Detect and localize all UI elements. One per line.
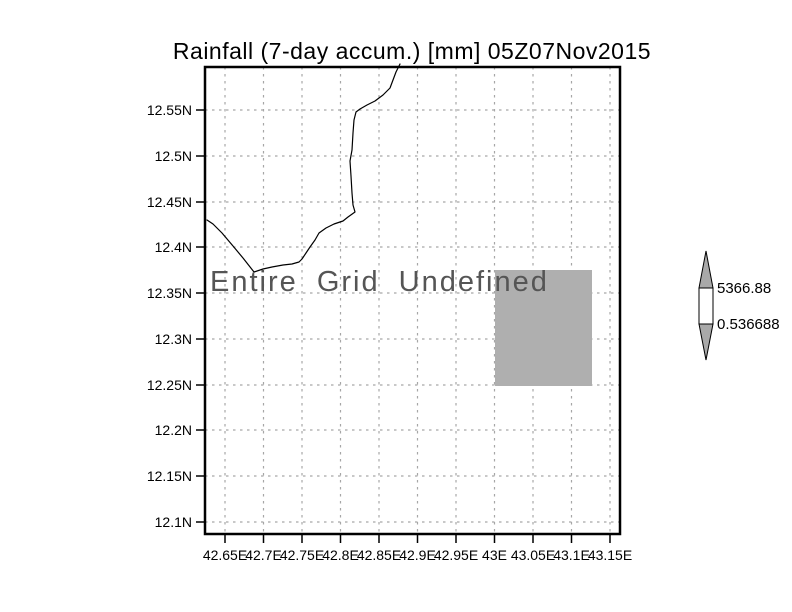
plot-title: Rainfall (7-day accum.) [mm] 05Z07Nov201… [173, 38, 651, 64]
y-axis-ticks [196, 109, 205, 523]
y-tick-label: 12.3N [155, 331, 192, 347]
y-tick-label: 12.25N [147, 377, 192, 393]
x-tick-label: 42.9E [399, 547, 436, 563]
x-tick-label: 42.95E [434, 547, 478, 563]
x-tick-label: 43E [482, 547, 507, 563]
x-axis-ticks [224, 534, 611, 543]
colorbar-max-label: 5366.88 [717, 280, 771, 297]
y-tick-label: 12.2N [155, 422, 192, 438]
colorbar-bottom-arrow [698, 323, 714, 361]
x-tick-label: 42.7E [245, 547, 282, 563]
x-tick-label: 42.65E [203, 547, 247, 563]
x-tick-label: 42.85E [357, 547, 401, 563]
y-tick-label: 12.1N [155, 514, 192, 530]
colorbar: 5366.88 0.536688 [698, 250, 780, 361]
status-text: Entire Grid Undefined [210, 266, 549, 298]
x-tick-label: 42.8E [322, 547, 359, 563]
x-tick-label: 43.05E [511, 547, 555, 563]
colorbar-min-label: 0.536688 [717, 316, 780, 333]
y-tick-label: 12.35N [147, 285, 192, 301]
y-axis-labels: 12.55N 12.5N 12.45N 12.4N 12.35N 12.3N 1… [147, 102, 192, 530]
x-tick-label: 43.1E [553, 547, 590, 563]
y-tick-label: 12.5N [155, 148, 192, 164]
undefined-region-fill [495, 270, 592, 386]
map-frame [203, 65, 622, 536]
x-tick-label: 42.75E [280, 547, 324, 563]
y-tick-label: 12.4N [155, 239, 192, 255]
colorbar-top-arrow [698, 250, 714, 289]
coastline [206, 63, 401, 273]
y-tick-label: 12.15N [147, 468, 192, 484]
y-tick-label: 12.55N [147, 102, 192, 118]
x-tick-label: 43.15E [588, 547, 632, 563]
y-tick-label: 12.45N [147, 194, 192, 210]
x-axis-labels: 42.65E 42.7E 42.75E 42.8E 42.85E 42.9E 4… [203, 547, 632, 563]
colorbar-box [698, 287, 714, 325]
